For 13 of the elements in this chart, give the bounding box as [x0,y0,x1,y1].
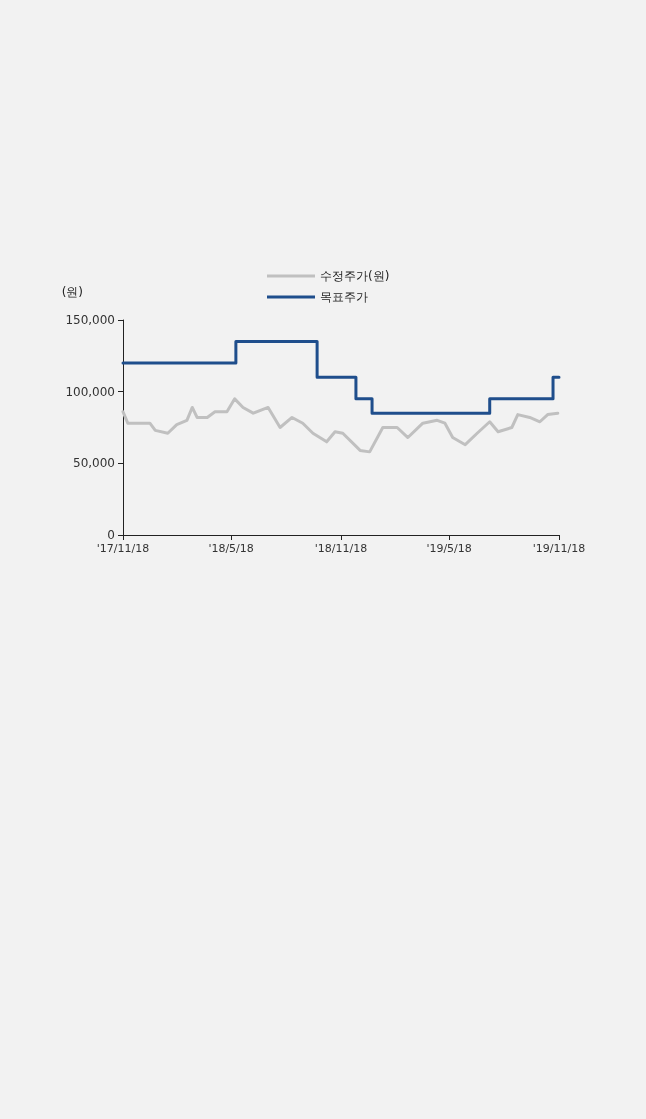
x-tick-label: '18/5/18 [208,542,254,555]
y-tick-label: 100,000 [65,384,115,399]
y-tick-label: 0 [107,528,115,542]
x-tick-label: '17/11/18 [96,542,150,555]
y-tick-label: 150,000 [65,313,115,327]
y-tick-label: 50,000 [73,456,115,471]
x-tick-label: '19/11/18 [532,542,586,555]
line-series [121,397,560,454]
legend-label: 목표주가 [320,290,368,304]
legend-label: 수정주가(원) [320,269,390,283]
y-axis-title: (원) [61,285,83,299]
x-tick-label: '18/11/18 [314,542,368,555]
x-tick-label: '19/5/18 [426,542,472,555]
